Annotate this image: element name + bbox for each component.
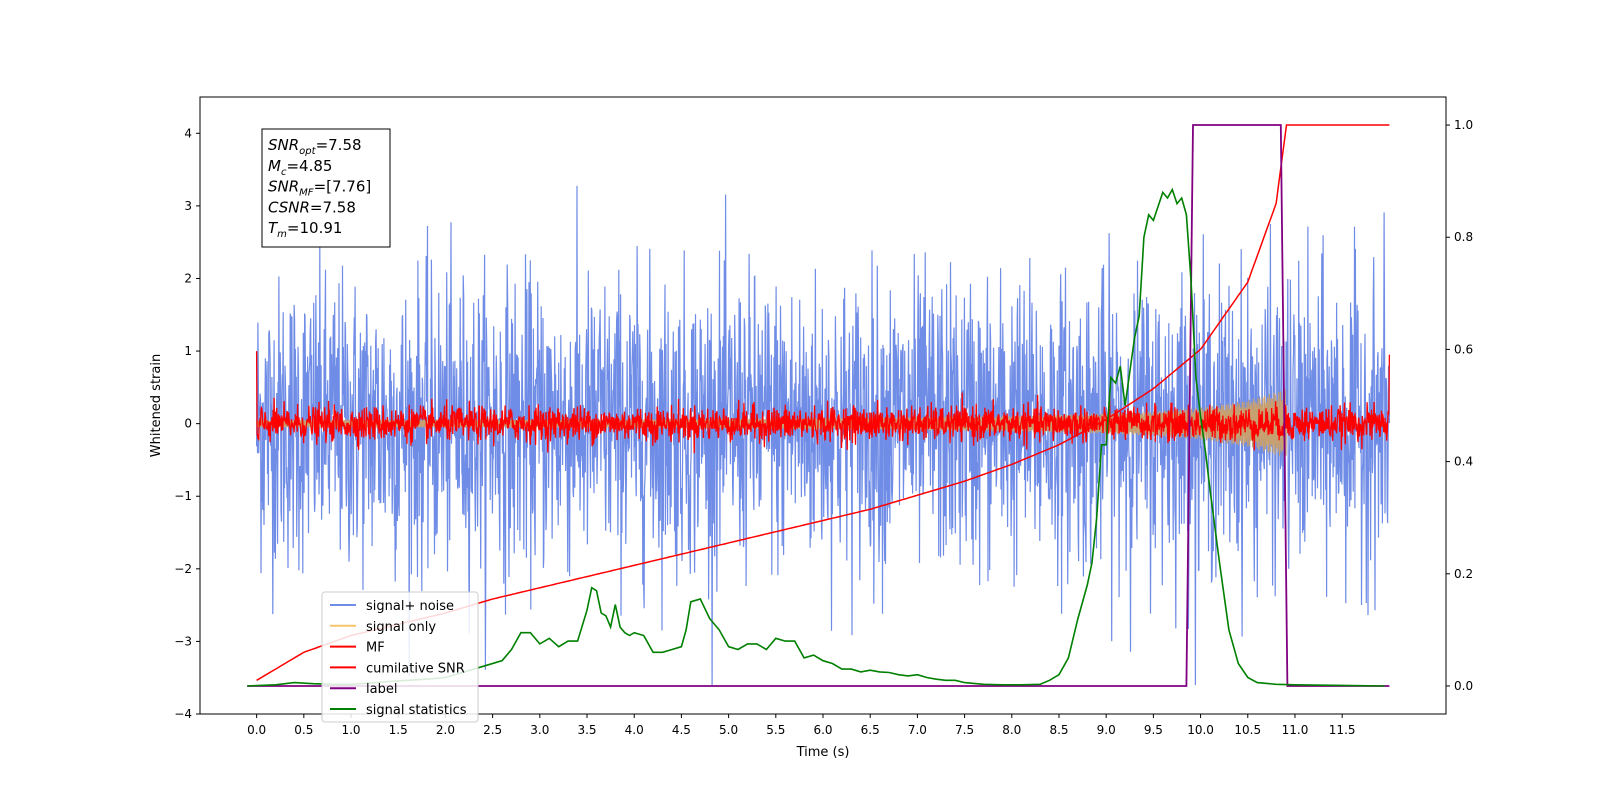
legend: signal+ noise signal only MF cumilative SNR…: [321, 591, 479, 723]
y-tick-label: 3: [184, 199, 192, 213]
x-tick-label: 2.0: [436, 723, 455, 737]
y2-tick-label: 0.6: [1454, 342, 1473, 356]
x-tick-label: 6.0: [813, 723, 832, 737]
y-tick-label: 4: [184, 126, 192, 140]
legend-label: signal only: [366, 620, 436, 635]
legend-label: signal+ noise: [366, 599, 454, 614]
y-tick-label: −3: [174, 634, 192, 648]
axis-ticks: 0.0 0.5 1.0 1.5 2.0 2.5 3.0 3.5 4.0 4.5 5.0 5.5 6.0 6…: [174, 118, 1473, 737]
x-tick-label: 3.5: [577, 723, 596, 737]
y-tick-label: −2: [174, 562, 192, 576]
y-tick-label: 2: [184, 271, 192, 285]
x-tick-label: 7.5: [955, 723, 974, 737]
y-tick-label: 1: [184, 344, 192, 358]
y-axis-label: Whitened strain: [149, 354, 164, 457]
x-tick-label: 7.0: [908, 723, 927, 737]
x-tick-label: 5.0: [719, 723, 738, 737]
x-tick-label: 11.0: [1282, 723, 1309, 737]
annotation-line: SNRopt=7.58: [268, 136, 362, 157]
x-tick-label: 4.5: [672, 723, 691, 737]
series-mf: [255, 351, 1391, 454]
x-tick-label: 6.5: [861, 723, 880, 737]
x-tick-label: 9.0: [1097, 723, 1116, 737]
x-tick-label: 9.5: [1144, 723, 1163, 737]
x-tick-label: 0.5: [294, 723, 313, 737]
y-tick-label: −1: [174, 489, 192, 503]
x-tick-label: 0.0: [247, 723, 266, 737]
legend-label: MF: [366, 641, 385, 656]
y-tick-label: −4: [174, 707, 192, 721]
legend-frame: [321, 591, 479, 723]
y-tick-label: 0: [184, 417, 192, 431]
x-tick-label: 10.0: [1187, 723, 1214, 737]
y2-tick-label: 0.4: [1454, 455, 1473, 469]
annotation-line: Tm=10.91: [268, 219, 342, 240]
y2-tick-label: 0.0: [1454, 679, 1473, 693]
annotation-line: Mc=4.85: [268, 157, 332, 178]
x-tick-label: 2.5: [483, 723, 502, 737]
series-label: [247, 124, 1390, 687]
x-axis-label: Time (s): [796, 745, 850, 760]
legend-label: signal statistics: [366, 703, 467, 718]
x-tick-label: 1.0: [341, 723, 360, 737]
legend-label: cumilative SNR: [366, 661, 465, 676]
annotation-frame: [261, 128, 391, 248]
y2-tick-label: 1.0: [1454, 118, 1473, 132]
x-tick-label: 10.5: [1234, 723, 1261, 737]
annotation-line: CSNR=7.58: [268, 198, 356, 216]
x-tick-label: 4.0: [625, 723, 644, 737]
x-tick-label: 1.5: [389, 723, 408, 737]
legend-label: label: [366, 682, 397, 697]
series-signal-statistics: [247, 187, 1385, 687]
x-tick-label: 5.5: [766, 723, 785, 737]
x-tick-label: 3.0: [530, 723, 549, 737]
x-tick-label: 8.5: [1049, 723, 1068, 737]
annotation-line: SNRMF=[7.76]: [268, 178, 371, 199]
x-tick-label: 8.0: [1002, 723, 1021, 737]
x-tick-label: 11.5: [1329, 723, 1356, 737]
y2-tick-label: 0.2: [1454, 567, 1473, 581]
y2-tick-label: 0.8: [1454, 230, 1473, 244]
